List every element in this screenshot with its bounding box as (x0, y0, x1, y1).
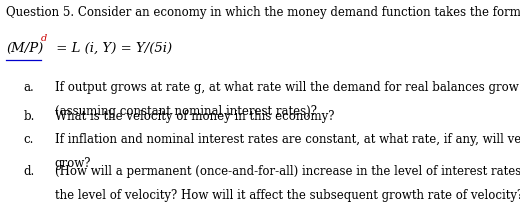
Text: d: d (41, 34, 47, 43)
Text: c.: c. (23, 133, 34, 146)
Text: (M/P): (M/P) (6, 42, 44, 55)
Text: = L (i, Y) = Y/(5i): = L (i, Y) = Y/(5i) (52, 42, 172, 55)
Text: b.: b. (23, 110, 35, 123)
Text: (assuming constant nominal interest rates)?: (assuming constant nominal interest rate… (55, 105, 317, 118)
Text: If inflation and nominal interest rates are constant, at what rate, if any, will: If inflation and nominal interest rates … (55, 133, 520, 146)
Text: Question 5. Consider an economy in which the money demand function takes the for: Question 5. Consider an economy in which… (6, 6, 520, 19)
Text: d.: d. (23, 165, 35, 178)
Text: (How will a permanent (once-and-for-all) increase in the level of interest rates: (How will a permanent (once-and-for-all)… (55, 165, 520, 178)
Text: a.: a. (23, 81, 34, 94)
Text: grow?: grow? (55, 158, 91, 171)
Text: the level of velocity? How will it affect the subsequent growth rate of velocity: the level of velocity? How will it affec… (55, 189, 520, 202)
Text: If output grows at rate g, at what rate will the demand for real balances grow: If output grows at rate g, at what rate … (55, 81, 518, 94)
Text: What is the velocity of money in this economy?: What is the velocity of money in this ec… (55, 110, 334, 123)
